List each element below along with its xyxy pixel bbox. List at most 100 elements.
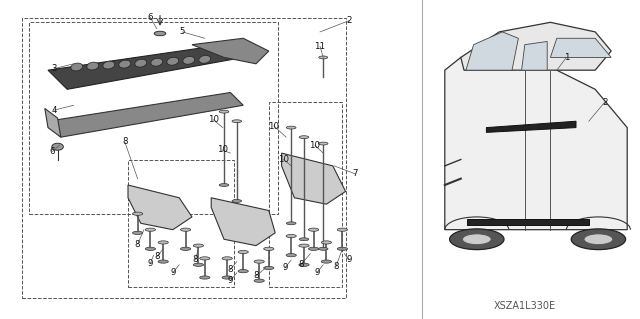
Ellipse shape [219,184,229,186]
Ellipse shape [319,56,328,59]
Polygon shape [466,32,518,70]
Ellipse shape [254,260,264,263]
Polygon shape [445,57,627,230]
Text: 1: 1 [564,53,569,62]
Bar [29,22,278,214]
Ellipse shape [321,241,332,244]
Text: 9: 9 [228,276,233,285]
Polygon shape [522,41,547,70]
Text: 10: 10 [207,115,219,124]
Text: 8: 8 [253,271,259,280]
Polygon shape [192,38,269,64]
Ellipse shape [52,143,63,150]
Text: 10: 10 [268,122,280,130]
Text: 2: 2 [346,16,351,25]
Text: 2: 2 [602,98,607,107]
Ellipse shape [158,241,168,244]
Text: 9: 9 [346,256,351,264]
Ellipse shape [145,247,156,250]
Ellipse shape [584,234,613,245]
Polygon shape [48,45,243,89]
Text: 9: 9 [314,268,319,277]
Text: 8: 8 [122,137,127,146]
Text: 9: 9 [170,268,175,277]
Polygon shape [45,108,61,137]
Text: 10: 10 [309,141,321,150]
Bar [128,160,234,287]
Ellipse shape [232,120,242,122]
Ellipse shape [232,200,242,203]
Ellipse shape [180,247,191,250]
Text: 8: 8 [135,240,140,249]
Text: 8: 8 [154,252,159,261]
Ellipse shape [287,126,296,129]
Ellipse shape [119,60,131,68]
Bar [22,18,346,298]
Text: 9: 9 [148,259,153,268]
Ellipse shape [219,110,229,113]
Ellipse shape [238,250,248,254]
Ellipse shape [287,222,296,225]
Ellipse shape [300,238,309,241]
Ellipse shape [222,276,232,279]
Ellipse shape [286,234,296,238]
Bar [269,102,342,287]
Polygon shape [211,198,275,246]
Text: 4: 4 [52,106,57,115]
Text: 9: 9 [282,263,287,272]
Text: 8: 8 [193,256,198,264]
Ellipse shape [319,142,328,145]
Ellipse shape [321,260,332,263]
Ellipse shape [300,136,309,138]
Ellipse shape [158,260,168,263]
Ellipse shape [299,263,309,266]
Text: 3: 3 [52,64,57,73]
Text: 8: 8 [298,260,303,269]
Ellipse shape [299,244,309,247]
Polygon shape [486,121,576,132]
Polygon shape [48,93,243,137]
Ellipse shape [167,57,179,65]
Polygon shape [467,219,589,225]
Ellipse shape [449,229,504,249]
Ellipse shape [200,276,210,279]
Ellipse shape [154,31,166,36]
Ellipse shape [145,228,156,231]
Polygon shape [282,153,346,204]
Ellipse shape [87,62,99,70]
Ellipse shape [319,248,328,250]
Ellipse shape [132,212,143,215]
Ellipse shape [180,228,191,231]
Ellipse shape [199,56,211,63]
Ellipse shape [71,63,83,71]
Text: 8: 8 [333,262,339,271]
Polygon shape [550,38,611,57]
Polygon shape [128,185,192,230]
Text: 7: 7 [353,169,358,178]
Ellipse shape [337,228,348,231]
Ellipse shape [337,247,348,250]
Ellipse shape [308,228,319,231]
Ellipse shape [183,56,195,64]
Ellipse shape [463,234,492,245]
Ellipse shape [193,244,204,247]
Ellipse shape [264,266,274,270]
Ellipse shape [286,254,296,257]
Ellipse shape [103,61,115,69]
Text: 6: 6 [148,13,153,22]
Text: 5: 5 [180,27,185,36]
Ellipse shape [308,247,319,250]
Ellipse shape [200,257,210,260]
Ellipse shape [151,58,163,66]
Text: 6: 6 [50,147,55,156]
Ellipse shape [264,247,274,250]
Ellipse shape [238,270,248,273]
Text: XSZA1L330E: XSZA1L330E [493,301,556,311]
Ellipse shape [222,257,232,260]
Text: 8: 8 [228,265,233,274]
Text: 10: 10 [216,145,228,154]
Ellipse shape [254,279,264,282]
Text: 10: 10 [278,155,289,164]
Text: 11: 11 [314,42,326,51]
Ellipse shape [572,229,626,249]
